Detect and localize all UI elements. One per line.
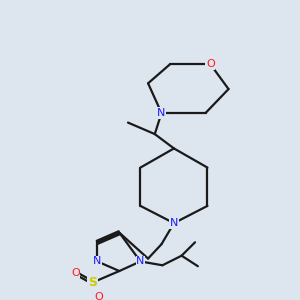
Text: O: O (95, 292, 103, 300)
FancyBboxPatch shape (95, 293, 103, 300)
Text: S: S (88, 276, 97, 289)
FancyBboxPatch shape (88, 278, 97, 286)
Text: N: N (170, 218, 178, 228)
FancyBboxPatch shape (157, 109, 166, 117)
FancyBboxPatch shape (136, 257, 145, 266)
FancyBboxPatch shape (169, 219, 178, 227)
Text: O: O (206, 59, 215, 69)
Text: O: O (71, 268, 80, 278)
FancyBboxPatch shape (71, 269, 79, 277)
FancyBboxPatch shape (93, 257, 102, 266)
Text: N: N (157, 108, 166, 118)
Text: N: N (136, 256, 145, 266)
FancyBboxPatch shape (206, 60, 214, 68)
Text: N: N (93, 256, 101, 266)
